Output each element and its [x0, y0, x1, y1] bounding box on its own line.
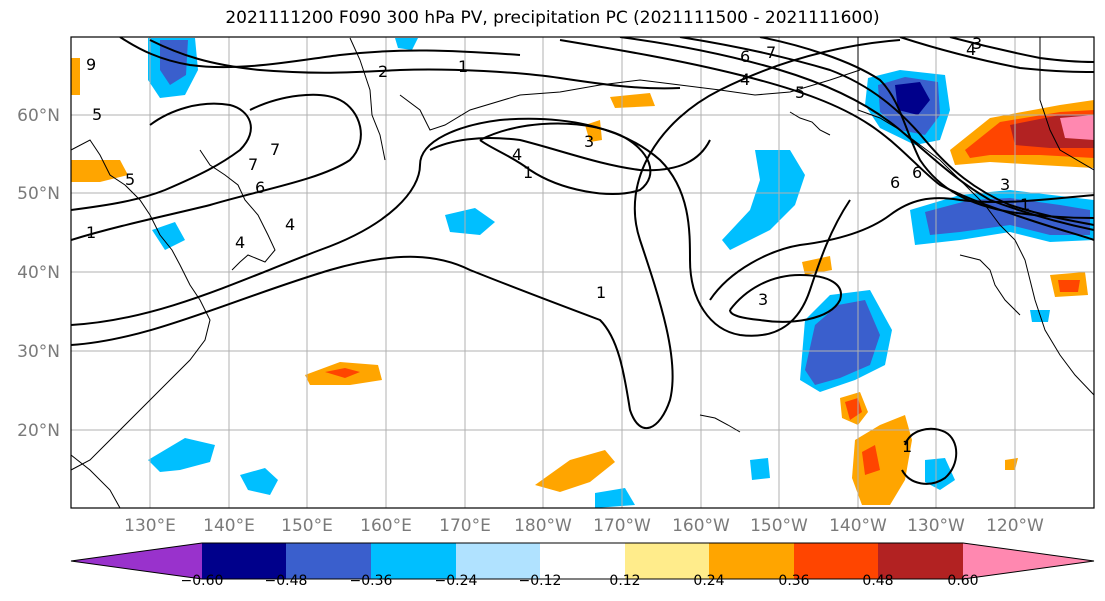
contour-label: 7 — [270, 140, 280, 159]
colorbar-labels: −0.60 −0.48 −0.36 −0.24 −0.12 0.12 0.24 … — [181, 573, 979, 589]
contour-label: 6 — [912, 163, 922, 182]
lon-axis: 130°E 140°E 150°E 160°E 170°E 180°W 170°… — [124, 516, 1044, 536]
contour-label: 5 — [92, 105, 102, 124]
lat-label: 20°N — [17, 421, 60, 441]
colorbar-segment — [963, 543, 1094, 579]
lat-label: 40°N — [17, 263, 60, 283]
colorbar: −0.60 −0.48 −0.36 −0.24 −0.12 0.12 0.24 … — [70, 542, 1095, 589]
colorbar-segment — [794, 543, 878, 579]
contour-label: 4 — [512, 145, 522, 164]
contour-label: 1 — [1020, 195, 1030, 214]
contour-label: 5 — [125, 170, 135, 189]
lon-label: 160°E — [360, 516, 412, 536]
contour-label: 6 — [255, 178, 265, 197]
contour-label: 3 — [758, 290, 768, 309]
colorbar-label: 0.48 — [862, 573, 893, 589]
contour-label: 1 — [523, 163, 533, 182]
colorbar-label: −0.36 — [350, 573, 393, 589]
contour-label-group: 9 5 1 2 1 7 6 6 4 4 5 1 6 7 5 4 3 3 4 1 … — [86, 34, 1030, 456]
gridlines — [71, 37, 1094, 508]
colorbar-segment — [286, 543, 371, 579]
contour-label: 7 — [248, 155, 258, 174]
contour-label: 3 — [584, 132, 594, 151]
contour-label: 1 — [596, 283, 606, 302]
lon-label: 140°W — [829, 516, 887, 536]
map-border — [70, 36, 1095, 509]
colorbar-outline — [70, 542, 1095, 580]
contour-label: 7 — [766, 43, 776, 62]
colorbar-segments — [70, 542, 1095, 580]
contour-label: 6 — [890, 173, 900, 192]
lon-label: 170°E — [439, 516, 491, 536]
lon-label: 150°W — [750, 516, 808, 536]
lon-label: 180°W — [514, 516, 572, 536]
contour-label: 4 — [740, 70, 750, 89]
lat-label: 30°N — [17, 342, 60, 362]
lon-label: 150°E — [281, 516, 333, 536]
contour-label: 3 — [1000, 175, 1010, 194]
lat-axis: 60°N 50°N 40°N 30°N 20°N — [17, 106, 60, 441]
colorbar-label: −0.24 — [435, 573, 478, 589]
colorbar-segment — [709, 543, 794, 579]
lon-label: 130°E — [124, 516, 176, 536]
colorbar-label: 0.60 — [947, 573, 978, 589]
lat-label: 60°N — [17, 106, 60, 126]
contour-label: 2 — [378, 62, 388, 81]
contour-label: 5 — [795, 83, 805, 102]
colorbar-segment — [625, 543, 709, 579]
colorbar-label: −0.60 — [181, 573, 224, 589]
contour-label: 6 — [740, 47, 750, 66]
contour-label: 1 — [86, 223, 96, 242]
colorbar-label: 0.12 — [609, 573, 640, 589]
contour-label: 4 — [285, 215, 295, 234]
colorbar-label: 0.36 — [778, 573, 809, 589]
lon-label: 130°W — [907, 516, 965, 536]
colorbar-label: −0.48 — [265, 573, 308, 589]
lon-label: 160°W — [672, 516, 730, 536]
map-title: 2021111200 F090 300 hPa PV, precipitatio… — [225, 8, 880, 28]
lon-label: 170°W — [593, 516, 651, 536]
contour-label: 4 — [235, 233, 245, 252]
colorbar-segment — [456, 543, 540, 579]
colorbar-label: −0.12 — [519, 573, 562, 589]
contour-label: 4 — [966, 40, 976, 59]
colorbar-segment — [202, 543, 286, 579]
contour-label: 1 — [458, 57, 468, 76]
colorbar-label: 0.24 — [693, 573, 724, 589]
contour-label: 1 — [902, 437, 912, 456]
colorbar-segment — [540, 543, 625, 579]
lon-label: 120°W — [986, 516, 1044, 536]
colorbar-segment — [371, 543, 456, 579]
lon-label: 140°E — [203, 516, 255, 536]
pv-contours — [71, 37, 1094, 485]
contour-label: 3 — [972, 34, 982, 53]
contour-label: 9 — [86, 55, 96, 74]
colorbar-segment — [71, 543, 202, 579]
colorbar-segment — [878, 543, 963, 579]
lat-label: 50°N — [17, 184, 60, 204]
